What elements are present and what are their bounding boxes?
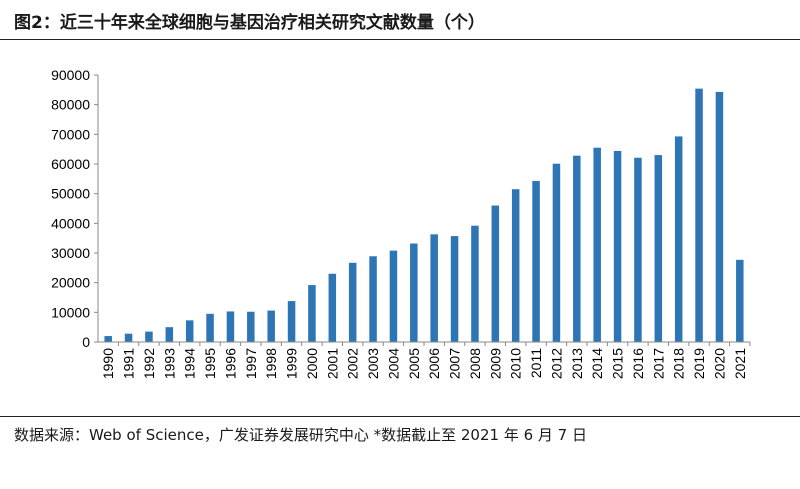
bar-2003 bbox=[369, 256, 377, 342]
title-divider bbox=[0, 39, 800, 40]
x-tick-label: 2021 bbox=[732, 348, 748, 379]
x-tick-label: 2018 bbox=[671, 348, 687, 379]
x-tick-label: 2001 bbox=[324, 348, 340, 379]
bar-2012 bbox=[552, 163, 561, 342]
x-axis: 1990 1991 1992 1993 1994 1995 1996 1997 1998 1999… bbox=[98, 341, 751, 379]
x-tick-label: 1996 bbox=[222, 348, 238, 379]
x-tick-label: 2014 bbox=[589, 348, 605, 379]
bar-series bbox=[104, 88, 744, 342]
x-tick-label: 1998 bbox=[263, 348, 279, 379]
bar-2002 bbox=[348, 262, 357, 342]
bar-chart: 0 10000 20000 30000 40000 50000 60000 70000 8000… bbox=[51, 67, 751, 379]
y-tick-label: 40000 bbox=[51, 215, 90, 231]
bar-1998 bbox=[267, 310, 275, 342]
y-tick-label: 10000 bbox=[51, 304, 90, 320]
x-tick-label: 1992 bbox=[141, 348, 157, 379]
bar-2021 bbox=[736, 259, 744, 342]
bar-2015 bbox=[613, 150, 622, 342]
x-tick-label: 2016 bbox=[630, 348, 646, 379]
bar-1991 bbox=[124, 333, 133, 342]
x-tick-label: 2002 bbox=[345, 348, 361, 379]
y-tick-label: 50000 bbox=[51, 186, 90, 202]
bar-2008 bbox=[471, 225, 479, 342]
x-tick-label: 1991 bbox=[121, 348, 137, 379]
x-tick-label: 2005 bbox=[406, 348, 422, 379]
x-tick-label: 1990 bbox=[100, 348, 116, 379]
bar-2001 bbox=[328, 273, 337, 342]
bar-1995 bbox=[206, 313, 214, 342]
y-tick-label: 0 bbox=[82, 334, 90, 350]
x-tick-label: 2006 bbox=[426, 348, 442, 379]
bar-2018 bbox=[674, 136, 683, 342]
x-tick-label: 2003 bbox=[365, 348, 381, 379]
x-tick-label: 2011 bbox=[528, 348, 544, 378]
bar-2010 bbox=[511, 189, 520, 342]
bar-2005 bbox=[410, 243, 418, 342]
bar-2016 bbox=[634, 157, 642, 342]
bar-2014 bbox=[593, 147, 601, 342]
source-note: 数据来源：Web of Science，广发证券发展研究中心 *数据截止至 20… bbox=[14, 426, 587, 444]
x-tick-label: 2007 bbox=[447, 348, 463, 379]
bar-2006 bbox=[430, 234, 438, 342]
y-tick-label: 60000 bbox=[51, 156, 90, 172]
y-tick-label: 80000 bbox=[51, 97, 90, 113]
x-tick-label: 2010 bbox=[508, 348, 524, 379]
x-tick-label: 2015 bbox=[610, 348, 626, 379]
bar-1997 bbox=[247, 311, 255, 342]
x-tick-label: 2008 bbox=[467, 348, 483, 379]
x-tick-label: 1994 bbox=[182, 348, 198, 379]
x-tick-label: 1997 bbox=[243, 348, 259, 379]
bar-1993 bbox=[165, 327, 174, 342]
x-tick-label: 2013 bbox=[569, 348, 585, 379]
chart-title: 图2：近三十年来全球细胞与基因治疗相关研究文献数量（个） bbox=[14, 13, 485, 33]
x-tick-label: 2020 bbox=[711, 348, 727, 379]
bar-2004 bbox=[389, 250, 398, 342]
y-tick-label: 30000 bbox=[51, 245, 90, 261]
bar-2013 bbox=[573, 155, 581, 342]
bar-2017 bbox=[654, 155, 663, 342]
bar-2009 bbox=[491, 205, 500, 342]
bar-2019 bbox=[695, 88, 703, 342]
y-tick-label: 70000 bbox=[51, 126, 90, 142]
bar-2020 bbox=[715, 91, 724, 342]
x-tick-label: 2019 bbox=[691, 348, 707, 379]
footer-divider bbox=[0, 416, 800, 417]
x-tick-label: 2009 bbox=[487, 348, 503, 379]
bar-1990 bbox=[104, 336, 112, 342]
y-axis: 0 10000 20000 30000 40000 50000 60000 70000 8000… bbox=[51, 67, 99, 350]
x-tick-label: 1993 bbox=[161, 348, 177, 379]
x-tick-label: 2004 bbox=[385, 348, 401, 379]
bar-2000 bbox=[308, 285, 316, 342]
bar-2007 bbox=[450, 236, 459, 342]
y-tick-label: 90000 bbox=[51, 67, 90, 83]
bar-2011 bbox=[532, 180, 540, 342]
x-tick-label: 2017 bbox=[650, 348, 666, 379]
x-tick-label: 2000 bbox=[304, 348, 320, 379]
bar-1996 bbox=[226, 311, 235, 342]
x-tick-label: 1999 bbox=[284, 348, 300, 379]
x-tick-label: 2012 bbox=[548, 348, 564, 379]
bar-1994 bbox=[185, 320, 194, 342]
bar-1999 bbox=[287, 301, 296, 342]
y-tick-label: 20000 bbox=[51, 275, 90, 291]
bar-1992 bbox=[145, 331, 153, 342]
x-tick-label: 1995 bbox=[202, 348, 218, 379]
